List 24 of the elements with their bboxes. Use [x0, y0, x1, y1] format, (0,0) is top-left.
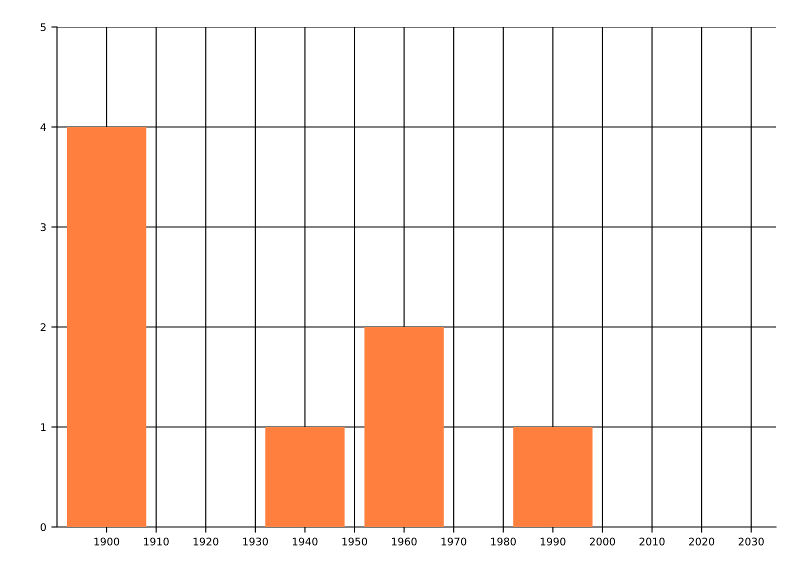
y-tick-label: 0	[40, 523, 46, 532]
bar	[265, 427, 345, 527]
x-tick-label: 1990	[540, 538, 566, 546]
x-tick-label: 2030	[738, 538, 764, 546]
x-tick-label: 1960	[392, 538, 417, 546]
x-tick-label: 1980	[491, 538, 516, 546]
x-tick-label: 1970	[442, 538, 466, 546]
y-tick-label: 3	[40, 223, 46, 232]
x-tick-label: 1950	[342, 538, 368, 546]
bar	[513, 427, 593, 527]
bar	[364, 327, 444, 527]
x-tick-label: 1940	[292, 538, 318, 546]
x-tick-label: 2010	[640, 538, 665, 546]
y-tick-label: 2	[40, 323, 46, 331]
bar	[66, 127, 146, 527]
x-tick-label: 1910	[144, 538, 169, 546]
y-tick-label: 5	[40, 23, 46, 32]
y-tick-label: 4	[40, 123, 46, 131]
x-tick-label: 2020	[689, 538, 714, 546]
x-tick-label: 1900	[94, 538, 120, 546]
y-tick-label: 1	[41, 423, 46, 431]
x-tick-label: 1920	[194, 538, 218, 546]
x-tick-label: 2000	[590, 538, 616, 546]
x-tick-label: 1930	[243, 538, 268, 546]
